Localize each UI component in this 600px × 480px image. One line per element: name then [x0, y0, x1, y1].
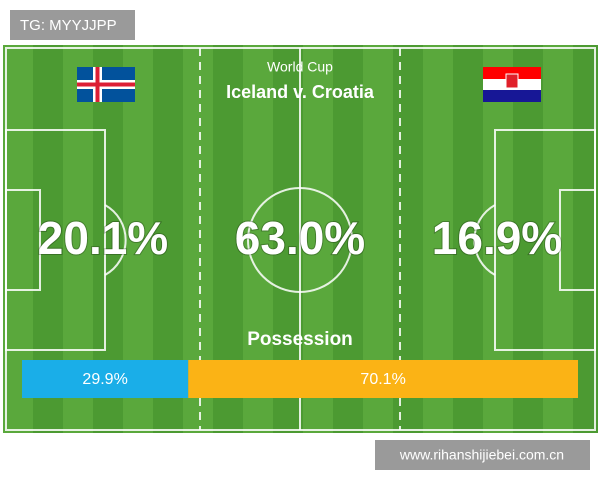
- subtitle: World Cup: [267, 59, 333, 75]
- possession-title: Possession: [247, 329, 353, 350]
- croatia-flag: [483, 67, 541, 102]
- possession-bar: [188, 360, 578, 398]
- iceland-flag: [77, 67, 135, 102]
- croatia-win: 16.9%: [432, 212, 562, 264]
- footer-box: [375, 440, 590, 470]
- iceland-win: 20.1%: [38, 212, 168, 264]
- watermark: TG: MYYJJPP: [20, 17, 117, 34]
- possession-label: 70.1%: [360, 371, 405, 388]
- footer: www.rihanshijiebei.com.cn: [399, 447, 564, 463]
- draw: 63.0%: [235, 212, 365, 264]
- title: Iceland v. Croatia: [226, 82, 375, 102]
- watermark-box: [10, 10, 135, 40]
- possession-bar: [22, 360, 189, 398]
- possession-label: 29.9%: [82, 371, 127, 388]
